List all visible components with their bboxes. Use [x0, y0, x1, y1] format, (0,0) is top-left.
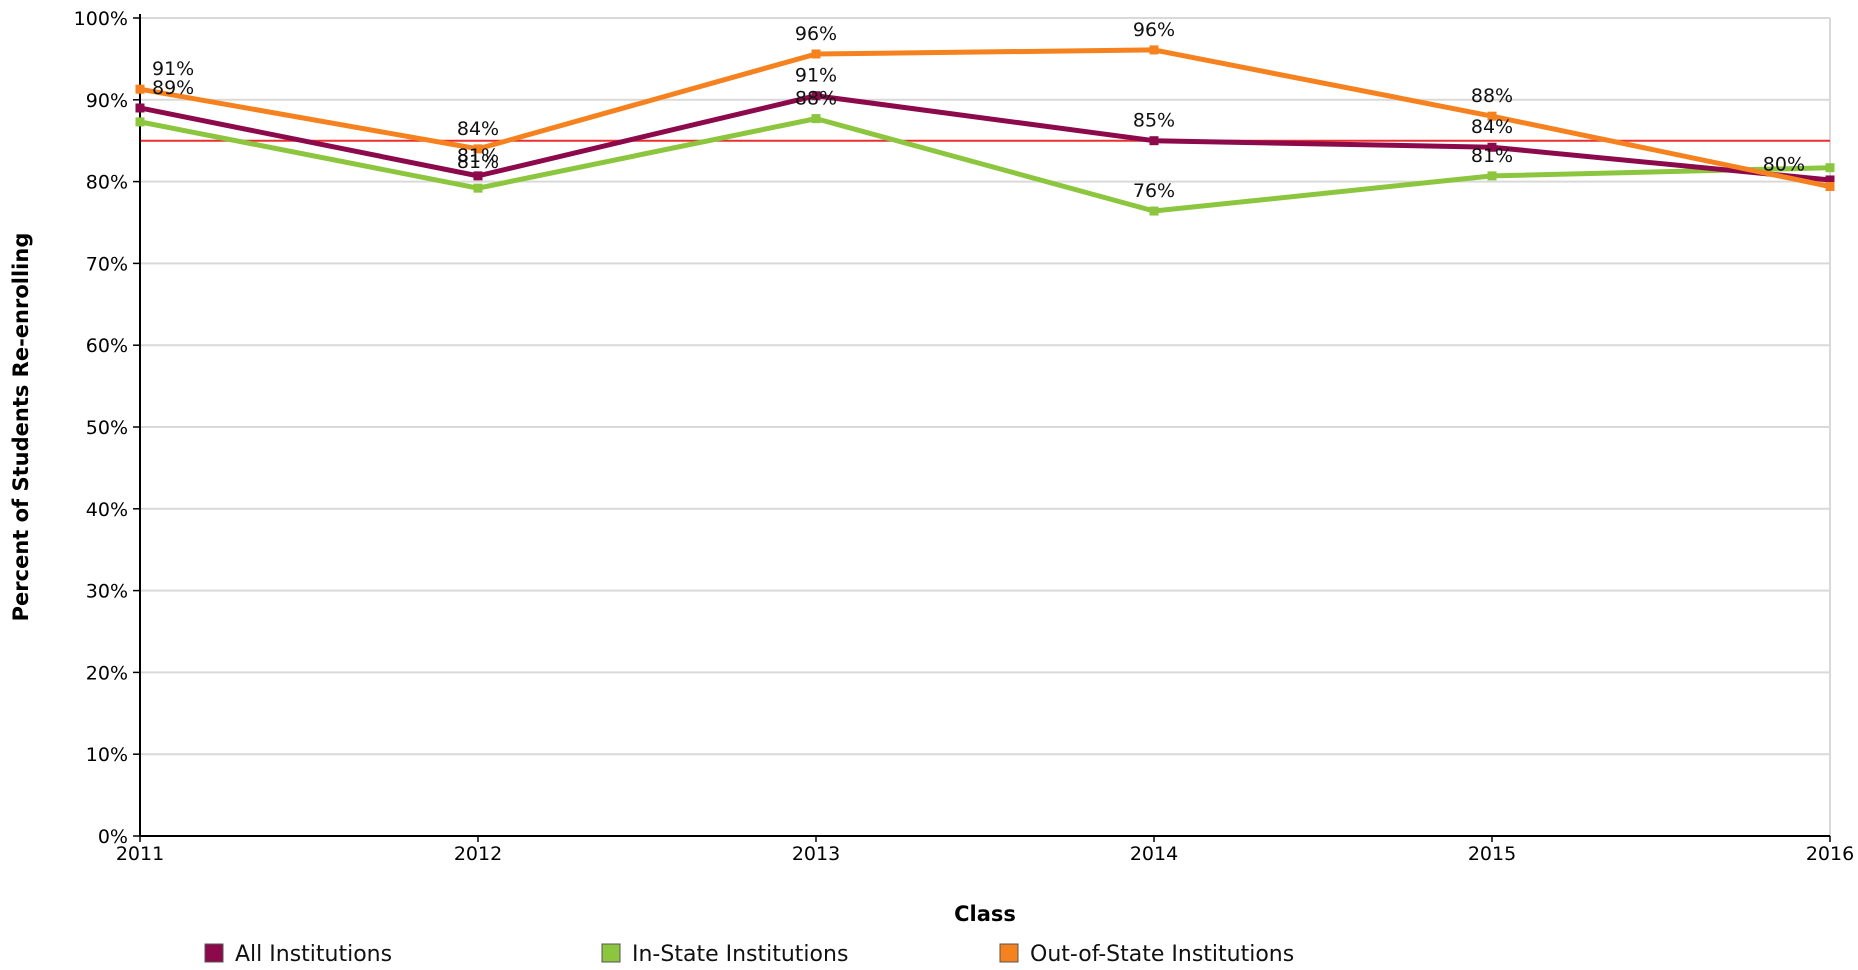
legend: All Institutions In-State Institutions Out…: [204, 942, 1294, 967]
data-point: [473, 171, 483, 181]
legend-swatch-2: [601, 943, 621, 963]
y-tick-label: 30%: [86, 581, 128, 603]
data-label: 88%: [795, 88, 837, 110]
gridlines: [140, 17, 1831, 836]
legend-label-3: Out-of-State Institutions: [1030, 942, 1294, 966]
legend-swatch-1: [204, 943, 224, 963]
axes: 0% 10% 20% 30% 40% 50% 60% 70% 80% 90% 100% 2011 201…: [9, 8, 1854, 926]
data-point: [473, 183, 483, 193]
data-label: 80%: [1763, 154, 1805, 176]
y-tick-label: 0%: [98, 826, 128, 848]
data-point: [1149, 206, 1159, 216]
data-labels: 89% 81% 91% 85% 84% 81% 88% 76% 81% 91% 84% 96% 96% 8…: [152, 19, 1805, 202]
data-label: 85%: [1133, 110, 1175, 132]
series-line-3: [139, 47, 1831, 189]
y-axis-title: Percent of Students Re-enrolling: [9, 233, 33, 622]
data-point: [1487, 111, 1497, 121]
data-point: [1149, 136, 1159, 146]
data-point: [811, 49, 821, 59]
data-label: 81%: [457, 145, 499, 167]
data-point: [135, 103, 145, 113]
data-label: 91%: [795, 65, 837, 87]
data-point: [1825, 163, 1835, 173]
data-point: [473, 144, 483, 154]
data-label: 76%: [1133, 180, 1175, 202]
data-point: [135, 117, 145, 127]
data-point: [1825, 175, 1835, 185]
x-tick-label: 2016: [1806, 843, 1854, 865]
data-label: 81%: [1471, 145, 1513, 167]
legend-swatch-3: [999, 943, 1019, 963]
x-tick-label: 2014: [1130, 843, 1178, 865]
data-point: [1487, 171, 1497, 181]
y-tick-label: 90%: [86, 90, 128, 112]
data-point: [811, 91, 821, 101]
y-tick-label: 100%: [74, 8, 128, 30]
data-point: [1149, 45, 1159, 55]
y-tick-label: 40%: [86, 499, 128, 521]
x-axis-title: Class: [954, 902, 1016, 926]
legend-label-1: All Institutions: [235, 942, 392, 966]
series-lines: [135, 45, 1835, 216]
y-tick-label: 50%: [86, 417, 128, 439]
data-label: 96%: [1133, 19, 1175, 41]
data-point: [1487, 142, 1497, 152]
x-tick-label: 2015: [1468, 843, 1516, 865]
x-tick-label: 2011: [116, 843, 164, 865]
y-tick-label: 10%: [86, 744, 128, 766]
series-line-2: [139, 116, 1831, 214]
data-label: 84%: [457, 118, 499, 140]
series-line-1: [139, 93, 1831, 183]
legend-label-2: In-State Institutions: [632, 942, 848, 966]
data-label: 96%: [795, 23, 837, 45]
x-tick-label: 2013: [792, 843, 840, 865]
y-tick-label: 80%: [86, 172, 128, 194]
y-tick-label: 20%: [86, 662, 128, 684]
data-point: [811, 114, 821, 124]
y-tick-label: 60%: [86, 335, 128, 357]
data-label: 88%: [1471, 85, 1513, 107]
data-label: 91%: [152, 58, 194, 80]
x-tick-label: 2012: [454, 843, 502, 865]
y-tick-label: 70%: [86, 253, 128, 275]
data-point: [1825, 182, 1835, 192]
data-label: 81%: [457, 151, 499, 173]
data-label: 84%: [1471, 116, 1513, 138]
data-point: [135, 84, 145, 94]
data-label: 89%: [152, 77, 194, 99]
